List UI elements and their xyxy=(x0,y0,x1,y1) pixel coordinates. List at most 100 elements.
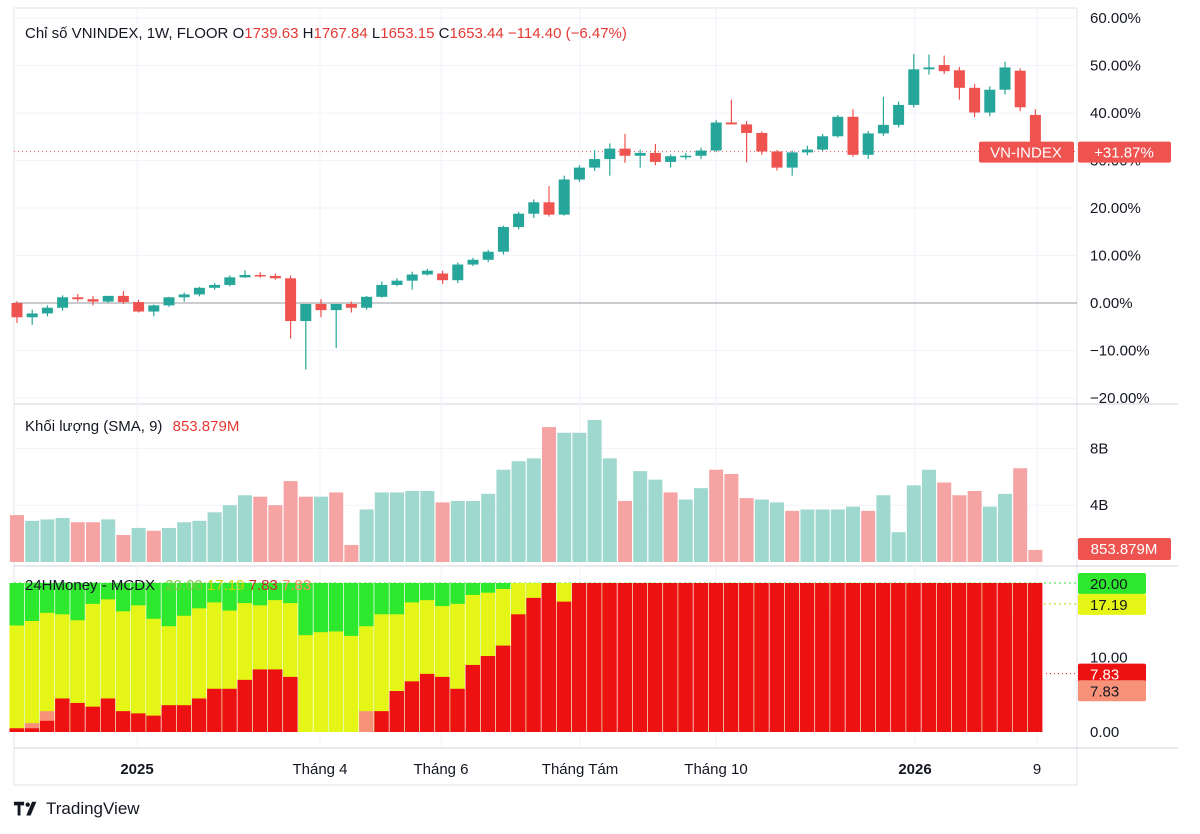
symbol-badge-label: VN-INDEX xyxy=(990,145,1062,162)
volume-bar xyxy=(542,427,556,562)
volume-bar xyxy=(40,519,55,562)
volume-bar xyxy=(222,505,237,562)
mcdx-red-bar xyxy=(495,645,511,732)
mcdx-red-bar xyxy=(435,676,451,732)
volume-bar xyxy=(815,509,830,562)
x-tick-label: 2026 xyxy=(898,761,931,778)
volume-bar xyxy=(800,509,815,562)
volume-bar xyxy=(390,492,404,562)
mcdx-red-bar xyxy=(647,583,663,732)
candle-body xyxy=(437,273,449,281)
volume-bar xyxy=(785,510,800,562)
candle-body xyxy=(224,277,236,285)
candle-body xyxy=(193,287,205,295)
x-tick-label: Tháng 6 xyxy=(413,761,468,778)
y-tick-label: 60.00% xyxy=(1090,10,1141,27)
candle-body xyxy=(163,297,175,306)
candle-body xyxy=(741,124,753,133)
mcdx-yellow-bar xyxy=(176,615,192,732)
volume-bar xyxy=(405,491,420,562)
mcdx-badge-label: 7.83 xyxy=(1090,667,1119,684)
symbol-badge xyxy=(979,141,1074,163)
volume-badge xyxy=(1078,538,1171,560)
volume-bar xyxy=(602,458,617,562)
volume-bar xyxy=(526,458,541,562)
mcdx-red-bar xyxy=(769,583,785,732)
legend-open-label: O xyxy=(232,25,245,42)
volume-bar xyxy=(633,471,648,562)
mcdx-yellow-bar xyxy=(146,618,162,732)
mcdx-tick-label: 10.00 xyxy=(1090,650,1128,667)
candle-body xyxy=(1029,114,1041,152)
candle-body xyxy=(771,151,783,168)
candle-body xyxy=(558,179,570,215)
volume-bar xyxy=(101,519,116,562)
mcdx-red-bar xyxy=(739,583,755,732)
mcdx-legend: 24HMoney - MCDX 20.00 17.19 7.83 7.83 xyxy=(25,577,311,594)
candle-body xyxy=(497,227,509,252)
footer-brand[interactable]: TradingView xyxy=(14,799,140,819)
volume-bar xyxy=(906,485,921,562)
volume-bar xyxy=(481,493,496,562)
mcdx-badge xyxy=(1078,663,1146,685)
volume-legend-value: 853.879M xyxy=(172,418,240,435)
volume-bar xyxy=(25,520,40,562)
mcdx-badge-label: 7.83 xyxy=(1090,683,1119,700)
mcdx-yellow-bar xyxy=(359,626,375,732)
mcdx-red-bar xyxy=(845,583,861,732)
volume-bar xyxy=(678,499,693,562)
mcdx-red-bar xyxy=(799,583,815,732)
candle-body xyxy=(300,303,312,322)
mcdx-red-bar xyxy=(191,698,207,732)
candle-body xyxy=(938,65,950,72)
candle-body xyxy=(269,275,281,279)
candle-body xyxy=(604,148,616,160)
mcdx-red-bar xyxy=(632,583,648,732)
mcdx-red-bar xyxy=(146,715,162,732)
y-tick-label: −20.00% xyxy=(1090,390,1150,407)
volume-bar xyxy=(268,505,283,562)
mcdx-yellow-bar xyxy=(9,625,25,732)
volume-bar xyxy=(922,469,936,562)
candle-body xyxy=(148,305,160,312)
volume-legend-label: Khối lượng (SMA, 9) xyxy=(25,418,163,435)
vol-tick-label: 8B xyxy=(1090,440,1108,457)
mcdx-red-bar xyxy=(936,583,952,732)
volume-bar xyxy=(466,500,480,562)
legend-close-value: 1653.44 xyxy=(449,25,504,42)
mcdx-red-bar xyxy=(951,583,967,732)
mcdx-yellow-bar xyxy=(298,635,314,732)
volume-bar xyxy=(739,498,754,562)
candle-body xyxy=(57,297,69,308)
mcdx-red-bar xyxy=(678,583,694,732)
candle-body xyxy=(543,202,555,215)
volume-legend: Khối lượng (SMA, 9) 853.879M xyxy=(25,418,239,435)
volume-bar xyxy=(314,496,328,562)
volume-bar xyxy=(329,492,344,562)
candle-body xyxy=(984,89,996,113)
candle-body xyxy=(239,274,251,278)
volume-bar xyxy=(982,506,997,562)
mcdx-legend-v1: 20.00 xyxy=(165,577,203,594)
volume-bar xyxy=(177,522,192,562)
mcdx-red-bar xyxy=(480,656,496,732)
candle-body xyxy=(133,302,145,312)
volume-bar xyxy=(116,535,131,562)
mcdx-badge-label: 20.00 xyxy=(1090,576,1128,593)
main-legend: Chỉ số VNINDEX, 1W, FLOOR O1739.63 H1767… xyxy=(25,25,627,42)
volume-bar xyxy=(1028,549,1043,562)
volume-bar xyxy=(420,491,435,562)
volume-bar xyxy=(709,469,724,562)
mcdx-legend-label: 24HMoney - MCDX xyxy=(25,577,156,594)
candle-body xyxy=(908,69,920,105)
y-tick-label: 0.00% xyxy=(1090,295,1133,312)
mcdx-red-bar xyxy=(875,583,891,732)
candle-body xyxy=(923,67,935,70)
candle-body xyxy=(665,156,677,162)
candle-body xyxy=(482,251,494,260)
mcdx-red-bar xyxy=(830,583,846,732)
candle-body xyxy=(893,104,905,125)
candle-body xyxy=(376,284,388,297)
volume-bar xyxy=(131,527,146,562)
